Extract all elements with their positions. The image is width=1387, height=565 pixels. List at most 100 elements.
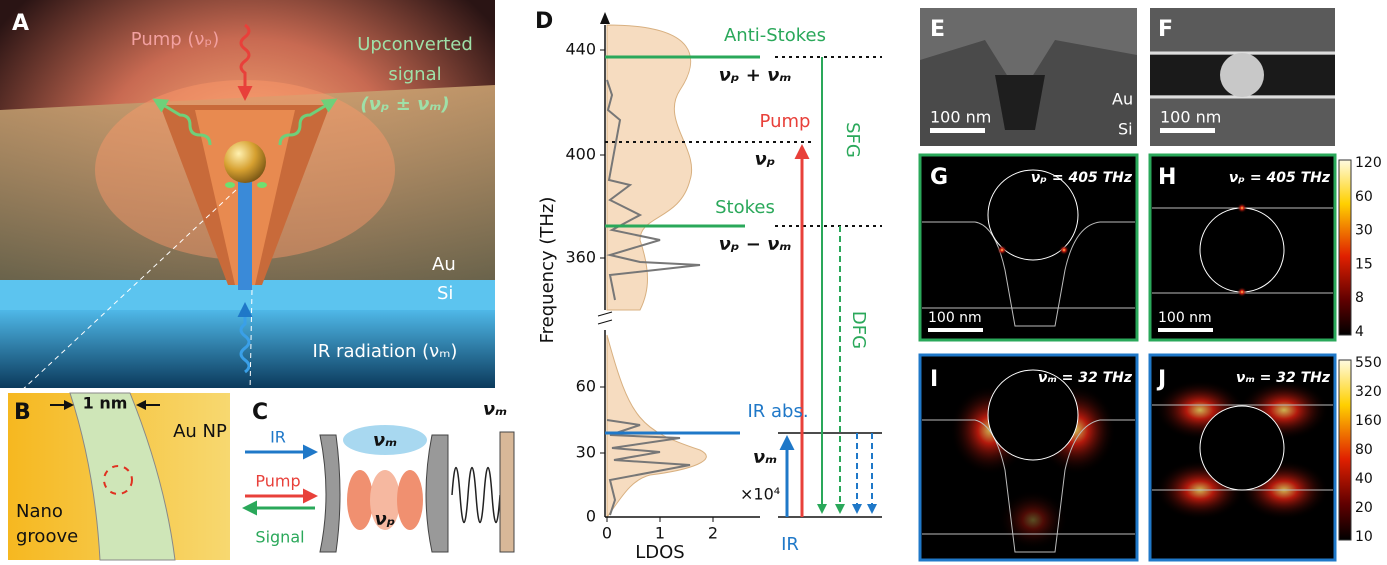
scale-label: 100 nm	[1160, 108, 1221, 127]
colorbar-tick-label: 80	[1355, 442, 1373, 458]
scale-label: 100 nm	[928, 310, 982, 326]
colorbar-tick-label: 10	[1355, 529, 1373, 545]
colorbar-tick-label: 160	[1355, 413, 1382, 429]
material-label: Au	[1112, 90, 1133, 109]
panel-a	[0, 0, 495, 392]
anti-stokes-label: Anti-Stokes	[724, 25, 826, 46]
panel-d	[598, 12, 882, 522]
colorbar-top	[1339, 160, 1351, 335]
y-tick-label: 60	[576, 377, 596, 396]
colorbar-tick-label: 8	[1355, 290, 1364, 306]
panel-label: G	[930, 165, 948, 190]
colorbar-tick-label: 15	[1355, 256, 1373, 272]
freq-label: νₚ + νₘ	[719, 65, 792, 86]
ir-label: IR	[270, 428, 286, 447]
stokes-label: Stokes	[715, 197, 775, 218]
ir-label: IR	[781, 534, 799, 555]
colorbar-tick-label: 120	[1355, 155, 1382, 171]
shape	[238, 175, 252, 290]
pump-label: Pump	[760, 111, 811, 132]
shape	[928, 328, 983, 332]
signal-label: (νₚ ± νₘ)	[360, 94, 449, 115]
freq-label: νₘ	[753, 447, 777, 468]
figure: APump (νₚ)Upconvertedsignal(νₚ ± νₘ)AuSi…	[0, 0, 1387, 565]
y-tick-label: 360	[565, 248, 596, 267]
shape	[1220, 53, 1264, 97]
pump-label: Pump	[255, 472, 300, 491]
shape	[500, 432, 514, 552]
material-label: Si	[437, 283, 453, 304]
colorbar-tick-label: 550	[1355, 355, 1382, 371]
mode-label: νₘ	[373, 430, 397, 451]
freq-label: νₚ − νₘ	[719, 234, 792, 255]
x-tick-label: 2	[708, 524, 718, 543]
freq-label: νₘ = 32 THz	[1236, 370, 1331, 386]
colorbar-tick-label: 30	[1355, 223, 1373, 239]
shape	[598, 320, 612, 324]
panel-label: J	[1156, 367, 1166, 392]
groove-label: Nano	[16, 501, 63, 522]
shape	[224, 141, 266, 183]
y-axis-label: Frequency (THz)	[537, 197, 558, 344]
shape	[225, 182, 235, 188]
ir-abs-label: IR abs.	[747, 401, 808, 422]
shape	[600, 12, 610, 24]
scale-label: 100 nm	[1158, 310, 1212, 326]
vibration-label: νₘ	[483, 399, 507, 420]
y-tick-label: 440	[565, 40, 596, 59]
colorbar-tick-label: 320	[1355, 384, 1382, 400]
scale-label: 100 nm	[930, 108, 991, 127]
material-label: Au	[432, 254, 456, 275]
shape	[320, 435, 340, 552]
colorbar-tick-label: 20	[1355, 500, 1373, 516]
groove-label: groove	[16, 526, 78, 547]
shape	[1237, 203, 1247, 213]
shape	[397, 470, 423, 530]
shape	[426, 435, 448, 552]
colorbar-tick-label: 60	[1355, 189, 1373, 205]
shape	[257, 182, 267, 188]
shape	[452, 468, 500, 523]
shape	[1200, 406, 1284, 490]
au-np-label: Au NP	[173, 421, 227, 442]
panel-label: B	[14, 400, 31, 425]
panel-label: H	[1158, 165, 1176, 190]
x-tick-label: 0	[602, 524, 612, 543]
shape	[1158, 328, 1213, 332]
x-axis-label: LDOS	[635, 542, 684, 563]
panel-label: E	[930, 17, 945, 42]
panel-label: F	[1158, 17, 1173, 42]
ir-label: IR radiation (νₘ)	[313, 341, 458, 362]
pump-label: Pump (νₚ)	[131, 29, 219, 50]
y-tick-label: 30	[576, 443, 596, 462]
shape	[930, 128, 985, 133]
freq-label: νₚ	[755, 149, 776, 170]
panel-label: D	[535, 9, 553, 34]
sfg-label: SFG	[842, 122, 863, 158]
shape	[997, 245, 1007, 255]
shape	[347, 470, 373, 530]
freq-label: νₚ = 405 THz	[1031, 170, 1133, 186]
scale-label: ×10⁴	[740, 485, 780, 504]
shape	[1160, 128, 1215, 133]
signal-label: signal	[388, 64, 441, 85]
shape	[598, 312, 612, 316]
shape	[1059, 245, 1069, 255]
colorbar-tick-label: 4	[1355, 324, 1364, 340]
freq-label: νₚ = 405 THz	[1229, 170, 1331, 186]
colorbar-tick-label: 40	[1355, 471, 1373, 487]
x-tick-label: 1	[655, 524, 665, 543]
y-tick-label: 400	[565, 145, 596, 164]
signal-label: Signal	[255, 528, 304, 547]
shape	[1237, 287, 1247, 297]
cavity-label: νₚ	[375, 509, 396, 530]
panel-label: I	[930, 367, 938, 392]
gap-label: 1 nm	[83, 394, 128, 413]
material-label: Si	[1118, 120, 1133, 139]
panel-label: A	[12, 11, 29, 36]
colorbar-bottom	[1339, 360, 1351, 540]
freq-label: νₘ = 32 THz	[1038, 370, 1133, 386]
dfg-label: DFG	[848, 311, 869, 349]
shape	[607, 335, 706, 517]
y-tick-label: 0	[586, 507, 596, 526]
